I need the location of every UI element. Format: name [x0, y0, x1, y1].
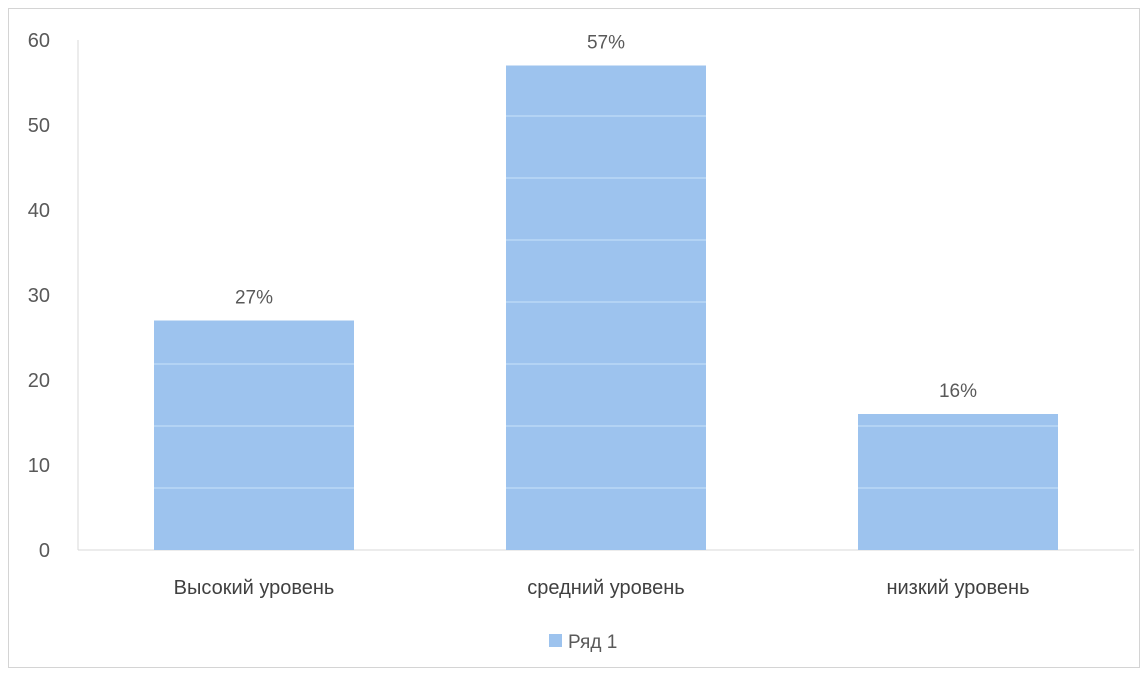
- y-tick-label: 20: [28, 370, 50, 392]
- legend: Ряд 1: [549, 632, 617, 653]
- y-tick-label: 30: [28, 285, 50, 307]
- bar-data-label: 16%: [939, 381, 977, 402]
- bar-data-label: 57%: [587, 33, 625, 54]
- bar: [858, 414, 1058, 550]
- y-axis-ticks: 0 10 20 30 40 50 60: [28, 30, 50, 562]
- y-tick-label: 10: [28, 455, 50, 477]
- y-tick-label: 50: [28, 115, 50, 137]
- x-category-label: Высокий уровень: [174, 577, 335, 599]
- y-tick-label: 40: [28, 200, 50, 222]
- legend-series-name: Ряд 1: [568, 632, 617, 653]
- bar: [506, 65, 706, 550]
- y-tick-label: 60: [28, 30, 50, 52]
- x-category-label: средний уровень: [527, 577, 684, 599]
- y-tick-label: 0: [39, 540, 50, 562]
- bar-data-label: 27%: [235, 288, 273, 309]
- bar: [154, 320, 354, 550]
- category-labels: Высокий уровень средний уровень низкий уро…: [174, 577, 1030, 599]
- data-labels: 27% 57% 16%: [235, 33, 977, 403]
- x-category-label: низкий уровень: [886, 577, 1029, 599]
- legend-swatch: [549, 634, 562, 647]
- bars: [154, 65, 1058, 550]
